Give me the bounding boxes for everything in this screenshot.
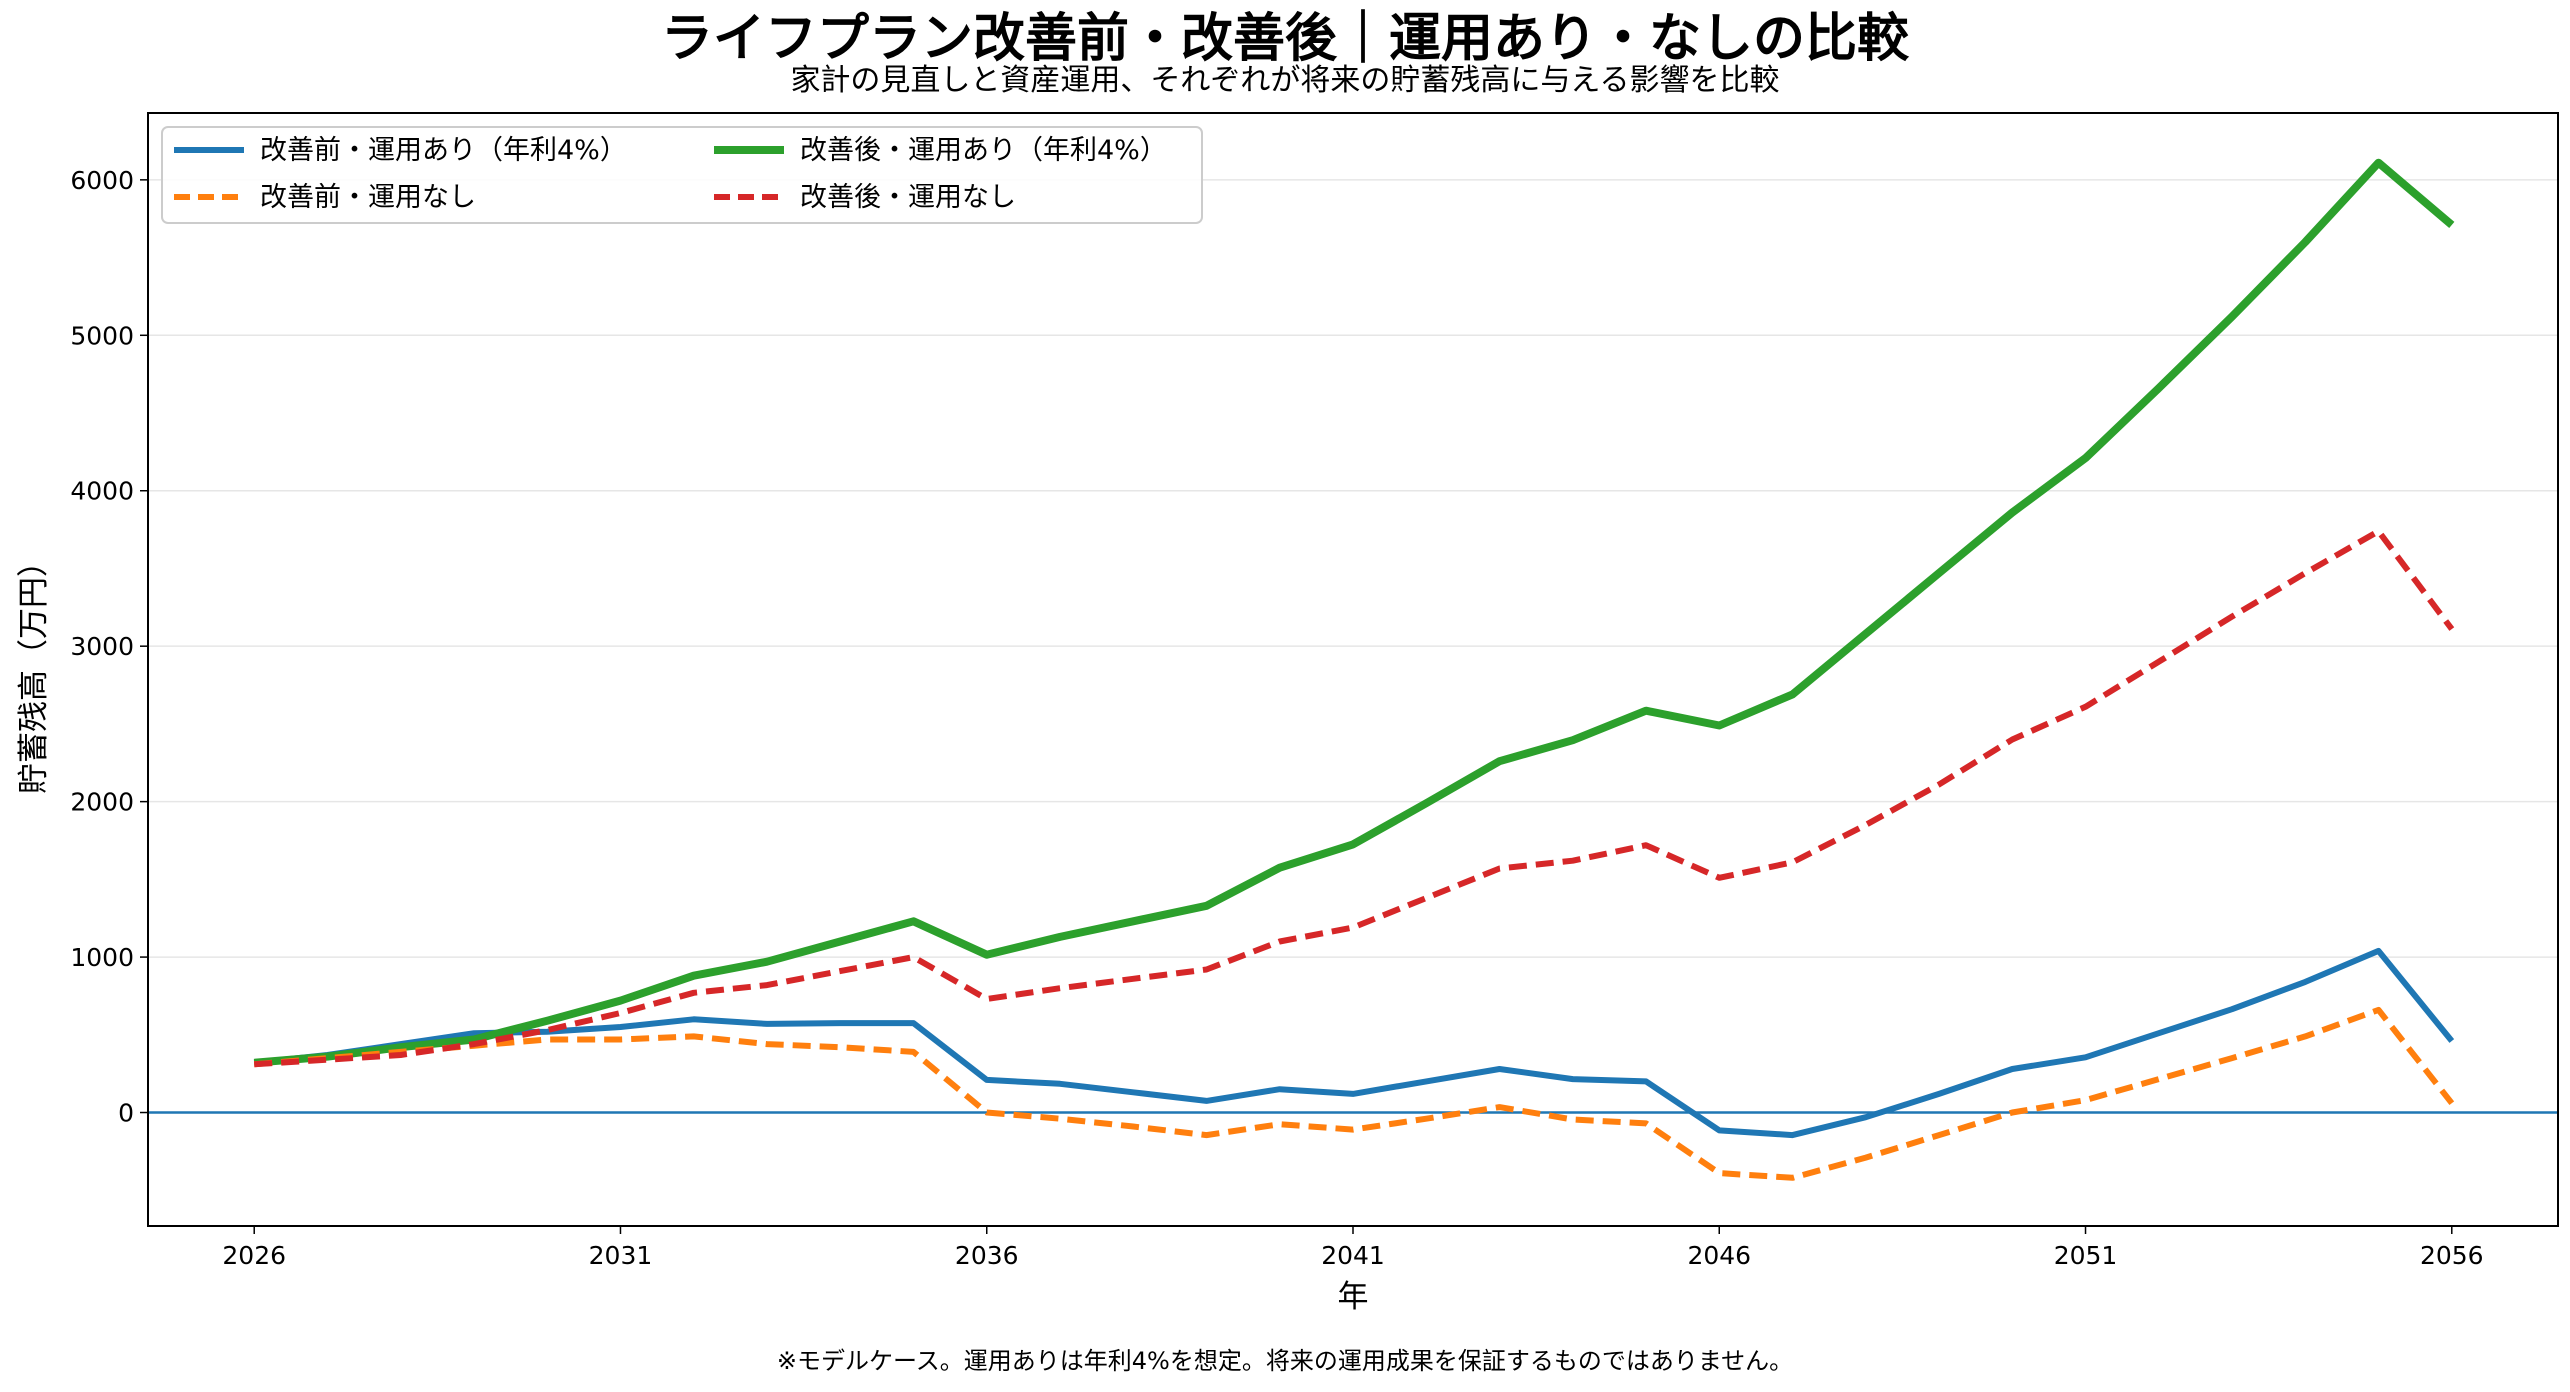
series-line-3 bbox=[254, 528, 2455, 1068]
series-line-0 bbox=[253, 947, 2455, 1139]
y-tick-label-4: 4000 bbox=[70, 477, 134, 506]
grid-lines bbox=[148, 179, 2558, 1114]
x-axis-ticks: 2026 2031 2036 2041 2046 2051 2056 bbox=[222, 1226, 2484, 1270]
legend-label-1: 改善後・運用あり（年利4%） bbox=[800, 135, 1167, 166]
x-axis-label: 年 bbox=[1338, 1279, 1369, 1315]
plot-frame bbox=[147, 112, 2559, 1227]
y-tick-label-1: 1000 bbox=[70, 943, 134, 972]
legend: 改善前・運用あり（年利4%） 改善前・運用なし 改善後・運用あり（年利4%） 改善後・… bbox=[161, 126, 1203, 224]
x-tick-label-2: 2036 bbox=[955, 1241, 1019, 1270]
series-line-2 bbox=[253, 1006, 2455, 1181]
y-tick-label-6: 6000 bbox=[70, 166, 134, 195]
x-tick-label-3: 2041 bbox=[1321, 1241, 1385, 1270]
y-axis-label: 貯蓄残高（万円） bbox=[16, 546, 52, 794]
series-group bbox=[253, 158, 2455, 1181]
legend-label-3: 改善後・運用なし bbox=[800, 182, 1016, 213]
x-tick-label-1: 2031 bbox=[589, 1241, 653, 1270]
x-tick-label-0: 2026 bbox=[222, 1241, 286, 1270]
chart-subtitle: 家計の見直しと資産運用、それぞれが将来の貯蓄残高に与える影響を比較 bbox=[790, 63, 1779, 98]
y-tick-label-2: 2000 bbox=[70, 788, 134, 817]
y-tick-label-5: 5000 bbox=[70, 321, 134, 350]
legend-label-0: 改善前・運用あり（年利4%） bbox=[260, 135, 627, 166]
x-tick-label-6: 2056 bbox=[2420, 1241, 2484, 1270]
series-line-1 bbox=[253, 158, 2455, 1067]
x-tick-label-5: 2051 bbox=[2054, 1241, 2118, 1270]
x-tick-label-4: 2046 bbox=[1687, 1241, 1751, 1270]
legend-label-2: 改善前・運用なし bbox=[260, 182, 476, 213]
y-tick-label-3: 3000 bbox=[70, 632, 134, 661]
chart-title: ライフプラン改善前・改善後｜運用あり・なしの比較 bbox=[661, 9, 1910, 69]
footnote: ※モデルケース。運用ありは年利4%を想定。将来の運用成果を保証するものではありま… bbox=[777, 1347, 1793, 1375]
legend-box bbox=[161, 126, 1203, 224]
y-tick-label-0: 0 bbox=[118, 1099, 134, 1128]
y-axis-ticks: 0 1000 2000 3000 4000 5000 6000 bbox=[70, 166, 148, 1128]
